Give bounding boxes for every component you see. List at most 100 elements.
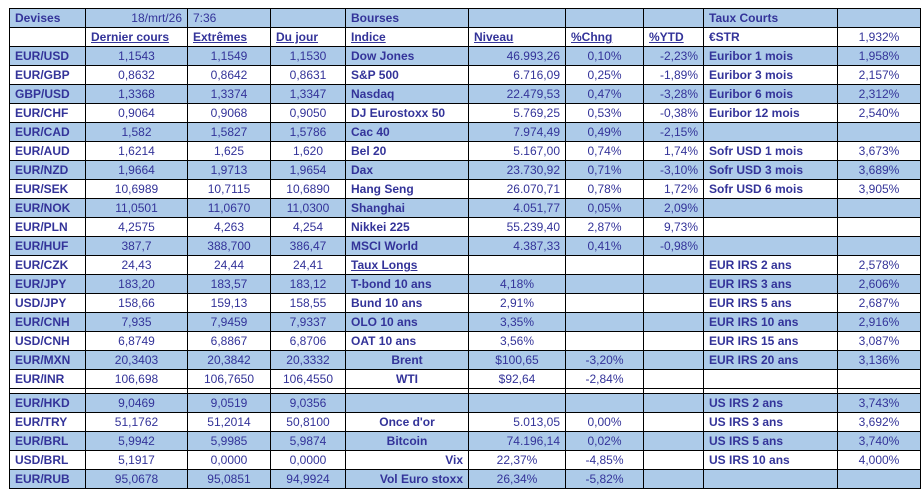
asset-chng: 0,02% bbox=[565, 431, 644, 451]
index-niveau: 5.167,00 bbox=[468, 141, 566, 161]
data-row: EUR/CZK 24,43 24,44 24,41 Taux Longs EUR… bbox=[9, 255, 921, 275]
index-chng: 0,47% bbox=[565, 84, 644, 104]
index-name: Bel 20 bbox=[345, 141, 469, 161]
index-name: Nasdaq bbox=[345, 84, 469, 104]
fx-last: 24,43 bbox=[85, 255, 188, 275]
fx-extremes: 106,7650 bbox=[187, 369, 271, 389]
rate-value: 3,743% bbox=[837, 393, 921, 413]
fx-extremes: 159,13 bbox=[187, 293, 271, 313]
index-chng: 0,41% bbox=[565, 236, 644, 256]
data-row: USD/CNH 6,8749 6,8867 6,8706 OAT 10 ans … bbox=[9, 331, 921, 351]
data-row: EUR/HUF 387,7 388,700 386,47 MSCI World … bbox=[9, 236, 921, 256]
fx-last: 1,6214 bbox=[85, 141, 188, 161]
rate-name: EUR IRS 3 ans bbox=[703, 274, 838, 294]
fx-du-jour: 0,8631 bbox=[270, 65, 346, 85]
index-ytd: -2,23% bbox=[643, 46, 704, 66]
asset-niveau: 22,37% bbox=[468, 450, 566, 470]
index-name: Shanghai bbox=[345, 198, 469, 218]
asset-niveau: 74.196,14 bbox=[468, 431, 566, 451]
index-chng: 0,10% bbox=[565, 46, 644, 66]
fx-pair: EUR/INR bbox=[9, 369, 86, 389]
empty-cell bbox=[468, 8, 566, 28]
rate-name-estr: €STR bbox=[703, 27, 838, 47]
index-niveau: 26.070,71 bbox=[468, 179, 566, 199]
data-row: EUR/CNH 7,935 7,9459 7,9337 OLO 10 ans 3… bbox=[9, 312, 921, 332]
data-row: EUR/MXN 20,3403 20,3842 20,3332 Brent $1… bbox=[9, 350, 921, 370]
index-niveau: 5.769,25 bbox=[468, 103, 566, 123]
fx-du-jour: 11,0300 bbox=[270, 198, 346, 218]
fx-extremes: 1,9713 bbox=[187, 160, 271, 180]
index-ytd: -0,98% bbox=[643, 236, 704, 256]
fx-du-jour: 10,6890 bbox=[270, 179, 346, 199]
data-row: EUR/CHF 0,9064 0,9068 0,9050 DJ Eurostox… bbox=[9, 103, 921, 123]
fx-extremes: 11,0670 bbox=[187, 198, 271, 218]
fx-pair: EUR/CHF bbox=[9, 103, 86, 123]
index-chng: 0,05% bbox=[565, 198, 644, 218]
index-chng: 0,78% bbox=[565, 179, 644, 199]
section-title-bourses: Bourses bbox=[345, 8, 469, 28]
empty-cell bbox=[703, 198, 838, 218]
empty-cell bbox=[643, 450, 704, 470]
col-header-indice: Indice bbox=[345, 27, 469, 47]
col-header-du-jour: Du jour bbox=[270, 27, 346, 47]
index-chng: 0,53% bbox=[565, 103, 644, 123]
empty-cell bbox=[643, 293, 704, 313]
fx-extremes: 0,8642 bbox=[187, 65, 271, 85]
empty-cell bbox=[643, 369, 704, 389]
index-niveau: 6.716,09 bbox=[468, 65, 566, 85]
fx-pair: EUR/NZD bbox=[9, 160, 86, 180]
fx-pair: USD/CNH bbox=[9, 331, 86, 351]
fx-last: 0,8632 bbox=[85, 65, 188, 85]
fx-du-jour: 7,9337 bbox=[270, 312, 346, 332]
fx-extremes: 6,8867 bbox=[187, 331, 271, 351]
fx-last: 20,3403 bbox=[85, 350, 188, 370]
index-name: Dax bbox=[345, 160, 469, 180]
asset-name: Once d'or bbox=[345, 412, 469, 432]
report-date: 18/mrt/26 bbox=[85, 8, 188, 28]
fx-last: 9,0469 bbox=[85, 393, 188, 413]
empty-cell bbox=[837, 122, 921, 142]
fx-pair: EUR/NOK bbox=[9, 198, 86, 218]
fx-last: 5,9942 bbox=[85, 431, 188, 451]
fx-last: 387,7 bbox=[85, 236, 188, 256]
empty-cell bbox=[565, 274, 644, 294]
index-ytd: -3,10% bbox=[643, 160, 704, 180]
empty-cell bbox=[837, 369, 921, 389]
rate-value: 2,312% bbox=[837, 84, 921, 104]
fx-du-jour: 1,620 bbox=[270, 141, 346, 161]
data-row: EUR/NZD 1,9664 1,9713 1,9654 Dax 23.730,… bbox=[9, 160, 921, 180]
fx-du-jour: 50,8100 bbox=[270, 412, 346, 432]
index-name: MSCI World bbox=[345, 236, 469, 256]
fx-last: 51,1762 bbox=[85, 412, 188, 432]
asset-chng: -5,82% bbox=[565, 469, 644, 489]
data-row: EUR/INR 106,698 106,7650 106,4550 WTI $9… bbox=[9, 369, 921, 389]
fx-extremes: 1,1549 bbox=[187, 46, 271, 66]
fx-last: 4,2575 bbox=[85, 217, 188, 237]
empty-cell bbox=[565, 8, 644, 28]
col-header-niveau: Niveau bbox=[468, 27, 566, 47]
empty-cell bbox=[565, 293, 644, 313]
fx-du-jour: 24,41 bbox=[270, 255, 346, 275]
empty-cell bbox=[643, 274, 704, 294]
fx-last: 11,0501 bbox=[85, 198, 188, 218]
index-chng: 0,71% bbox=[565, 160, 644, 180]
section-title-taux-longs: Taux Longs bbox=[345, 255, 469, 275]
data-row: EUR/CAD 1,582 1,5827 1,5786 Cac 40 7.974… bbox=[9, 122, 921, 142]
empty-cell bbox=[837, 8, 921, 28]
rate-name: US IRS 3 ans bbox=[703, 412, 838, 432]
index-ytd: 9,73% bbox=[643, 217, 704, 237]
fx-pair: GBP/USD bbox=[9, 84, 86, 104]
empty-cell bbox=[643, 8, 704, 28]
data-row: EUR/AUD 1,6214 1,625 1,620 Bel 20 5.167,… bbox=[9, 141, 921, 161]
rate-value: 2,687% bbox=[837, 293, 921, 313]
rate-name: EUR IRS 10 ans bbox=[703, 312, 838, 332]
empty-cell bbox=[643, 255, 704, 275]
fx-pair: EUR/GBP bbox=[9, 65, 86, 85]
fx-extremes: 24,44 bbox=[187, 255, 271, 275]
fx-du-jour: 183,12 bbox=[270, 274, 346, 294]
index-niveau: 4.387,33 bbox=[468, 236, 566, 256]
bond-yield: 4,18% bbox=[468, 274, 566, 294]
bond-name: Bund 10 ans bbox=[345, 293, 469, 313]
data-row: GBP/USD 1,3368 1,3374 1,3347 Nasdaq 22.4… bbox=[9, 84, 921, 104]
fx-du-jour: 1,9654 bbox=[270, 160, 346, 180]
